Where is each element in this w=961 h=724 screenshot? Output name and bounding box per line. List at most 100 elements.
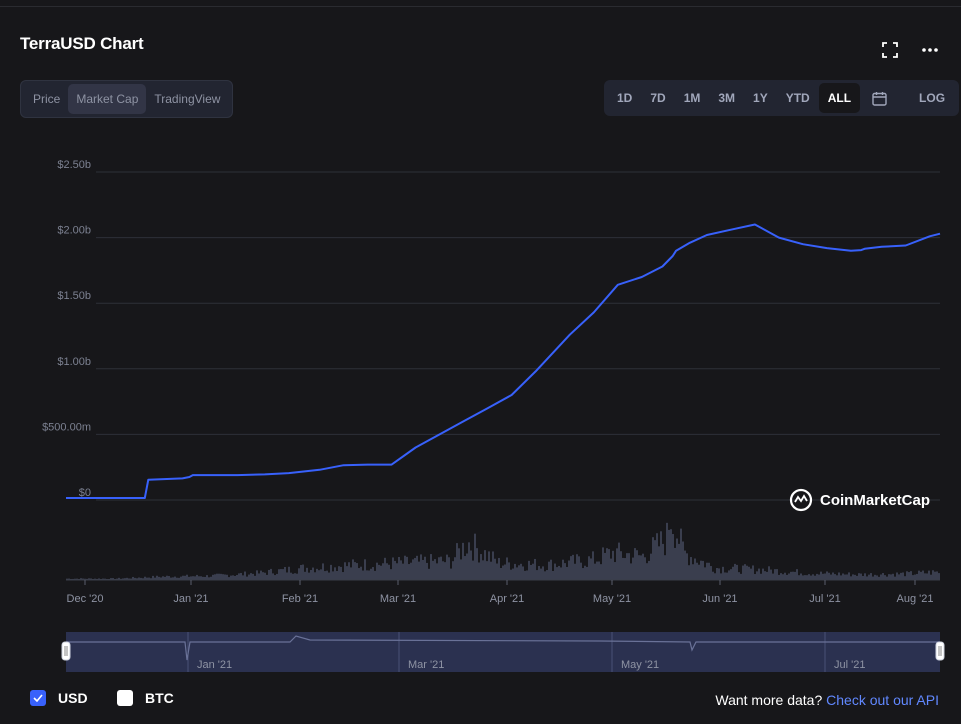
volume-bar <box>336 570 338 580</box>
volume-bar <box>110 578 112 580</box>
volume-bar <box>300 564 302 580</box>
volume-bar <box>894 576 896 580</box>
volume-bar <box>588 556 590 580</box>
volume-bar <box>844 574 846 580</box>
volume-bar <box>96 578 98 580</box>
api-note-prefix: Want more data? <box>715 692 823 708</box>
log-scale-button[interactable]: LOG <box>919 91 946 105</box>
range-ytd-button[interactable]: YTD <box>785 91 810 105</box>
volume-bar <box>82 578 84 580</box>
volume-bar <box>516 567 518 580</box>
volume-bar <box>680 528 682 580</box>
navigator-right-handle[interactable] <box>935 641 945 661</box>
volume-bar <box>778 574 780 580</box>
volume-bar <box>422 559 424 580</box>
usd-checkbox[interactable] <box>30 690 46 706</box>
volume-bar <box>824 573 826 580</box>
volume-bar <box>848 572 850 580</box>
range-1y-button[interactable]: 1Y <box>753 91 768 105</box>
volume-bar <box>674 547 676 580</box>
legend-usd[interactable]: USD <box>30 690 88 706</box>
volume-bar <box>290 572 292 580</box>
volume-bar <box>170 577 172 580</box>
volume-bar <box>782 574 784 580</box>
volume-bar <box>356 563 358 580</box>
volume-bar <box>382 563 384 580</box>
volume-bar <box>72 578 74 580</box>
volume-bar <box>902 572 904 580</box>
navigator-tick-label: May '21 <box>621 659 659 671</box>
volume-bar <box>180 576 182 580</box>
volume-bar <box>668 529 670 580</box>
y-tick-label: $500.00m <box>42 421 91 433</box>
volume-bar <box>526 570 528 580</box>
volume-bar <box>638 555 640 580</box>
navigator-window[interactable] <box>66 632 940 672</box>
volume-bar <box>312 567 314 580</box>
volume-bar <box>624 558 626 580</box>
volume-bar <box>794 571 796 580</box>
tab-market-cap[interactable]: Market Cap <box>68 84 147 114</box>
volume-bar <box>216 573 218 580</box>
volume-bar <box>584 565 586 580</box>
range-7d-button[interactable]: 7D <box>650 91 666 105</box>
legend-btc[interactable]: BTC <box>117 690 174 706</box>
volume-bar <box>450 568 452 580</box>
volume-bar <box>528 560 530 580</box>
tab-tradingview[interactable]: TradingView <box>154 92 221 106</box>
volume-bar <box>158 576 160 580</box>
volume-bar <box>140 577 142 580</box>
volume-bar <box>442 561 444 580</box>
volume-bar <box>350 567 352 580</box>
api-link[interactable]: Check out our API <box>826 692 939 708</box>
volume-bar <box>472 560 474 580</box>
fullscreen-icon[interactable] <box>880 40 900 60</box>
range-all-button[interactable]: ALL <box>818 83 861 113</box>
volume-bar <box>840 575 842 580</box>
volume-bar <box>612 550 614 580</box>
volume-bar <box>102 578 104 580</box>
volume-bar <box>432 560 434 580</box>
volume-bar <box>914 574 916 580</box>
volume-bar <box>800 573 802 580</box>
volume-bar <box>500 567 502 580</box>
volume-bar <box>658 546 660 580</box>
navigator-left-handle[interactable] <box>61 641 71 661</box>
range-1d-button[interactable]: 1D <box>617 91 633 105</box>
volume-bar <box>258 573 260 580</box>
volume-bar <box>522 566 524 580</box>
volume-bar <box>934 571 936 580</box>
volume-bar <box>758 568 760 580</box>
volume-bar <box>744 564 746 580</box>
volume-bar <box>236 574 238 580</box>
volume-bar <box>502 565 504 580</box>
volume-bar <box>206 575 208 580</box>
tab-price[interactable]: Price <box>33 92 61 106</box>
volume-bar <box>184 575 186 580</box>
volume-bar <box>272 573 274 580</box>
volume-bar <box>818 574 820 580</box>
x-tick-label: Jan '21 <box>173 593 208 605</box>
calendar-icon[interactable] <box>860 83 899 113</box>
market-cap-line <box>66 223 941 499</box>
btc-checkbox[interactable] <box>117 690 133 706</box>
volume-bar <box>84 578 86 580</box>
volume-bar <box>90 578 92 580</box>
volume-bar <box>644 557 646 580</box>
volume-bar <box>292 573 294 580</box>
range-1m-button[interactable]: 1M <box>683 91 701 105</box>
volume-bar <box>354 562 356 580</box>
volume-bar <box>838 572 840 580</box>
volume-bar <box>162 576 164 580</box>
volume-bar <box>672 534 674 580</box>
volume-bar <box>326 570 328 580</box>
volume-bar <box>250 573 252 580</box>
volume-bar <box>260 570 262 580</box>
range-3m-button[interactable]: 3M <box>718 91 736 105</box>
more-horizontal-icon[interactable] <box>920 40 940 60</box>
volume-bar <box>704 567 706 580</box>
volume-bar <box>462 542 464 580</box>
volume-bar <box>836 575 838 580</box>
volume-bar <box>580 562 582 580</box>
range-navigator[interactable]: Jan '21 Mar '21 May '21 Jul '21 <box>61 632 945 672</box>
